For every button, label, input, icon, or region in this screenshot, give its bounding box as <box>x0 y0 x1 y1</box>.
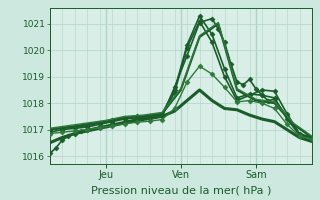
X-axis label: Pression niveau de la mer( hPa ): Pression niveau de la mer( hPa ) <box>91 185 271 195</box>
